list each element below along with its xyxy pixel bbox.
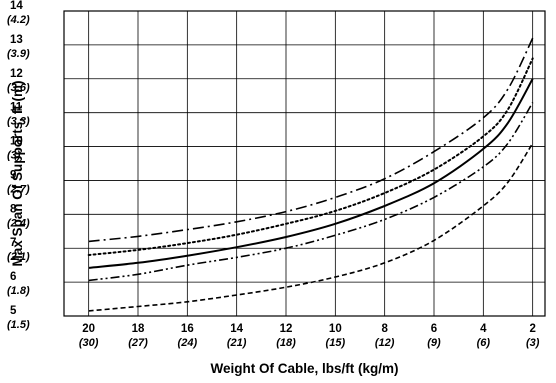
y-tick-label: 12 [10, 68, 23, 80]
y-tick-sublabel: (3.9) [7, 48, 30, 60]
x-tick-label: 8 [381, 323, 388, 335]
x-tick-sublabel: (27) [128, 337, 148, 349]
series-line-solid [88, 78, 534, 269]
y-tick-sublabel: (2.4) [7, 217, 30, 229]
series-line-dash-dot [88, 37, 534, 243]
y-tick-label: 10 [10, 136, 23, 148]
y-tick-label: 8 [10, 203, 17, 215]
y-tick-label: 14 [10, 0, 23, 12]
x-tick-label: 16 [181, 323, 194, 335]
x-tick-label: 4 [480, 323, 487, 335]
x-tick-sublabel: (30) [79, 337, 99, 349]
y-tick-sublabel: (2.1) [7, 251, 30, 263]
x-tick-label: 18 [132, 323, 145, 335]
series-lines [87, 37, 534, 312]
y-tick-label: 5 [10, 305, 17, 317]
y-tick-sublabel: (3.3) [7, 116, 30, 128]
y-axis-ticks: 5 (1.5) 6 (1.8) 7 (2.1) 8 (2.4) 9 (2.7) 10 (3) 11 (3.… [7, 0, 30, 331]
y-tick-sublabel: (1.8) [7, 285, 30, 297]
x-tick-sublabel: (6) [477, 337, 491, 349]
y-tick-sublabel: (3) [7, 150, 21, 162]
y-tick-label: 6 [10, 271, 16, 283]
series-line-dotted [87, 57, 534, 256]
x-tick-sublabel: (15) [326, 337, 346, 349]
y-tick-sublabel: (3.6) [7, 82, 30, 94]
x-tick-sublabel: (24) [178, 337, 198, 349]
grid [64, 10, 545, 317]
plot-frame [63, 10, 546, 317]
y-tick-sublabel: (4.2) [7, 14, 30, 26]
x-tick-label: 14 [230, 323, 243, 335]
y-tick-sublabel: (1.5) [7, 319, 30, 331]
x-tick-label: 20 [82, 323, 95, 335]
x-tick-sublabel: (3) [526, 337, 540, 349]
x-tick-label: 12 [280, 323, 293, 335]
x-tick-sublabel: (12) [375, 337, 395, 349]
x-tick-label: 10 [329, 323, 342, 335]
x-tick-label: 6 [431, 323, 437, 335]
y-tick-label: 9 [10, 169, 16, 181]
y-tick-label: 7 [10, 237, 16, 249]
x-axis-ticks: 20 (30) 18 (27) 16 (24) 14 (21) 12 (18) 10 (15) 8 (12… [79, 323, 540, 349]
series-line-dashed [88, 142, 534, 312]
y-tick-label: 13 [10, 34, 23, 46]
y-tick-sublabel: (2.7) [7, 183, 30, 195]
x-axis-title: Weight Of Cable, lbs/ft (kg/m) [210, 361, 398, 376]
x-tick-sublabel: (18) [276, 337, 296, 349]
x-tick-label: 2 [529, 323, 535, 335]
y-axis-title: Max Span Of Supports, ft (m) [10, 80, 25, 266]
x-tick-sublabel: (21) [227, 337, 247, 349]
y-tick-label: 11 [10, 102, 23, 114]
x-tick-sublabel: (9) [427, 337, 441, 349]
series-line-dash-dot-dot [88, 102, 534, 282]
